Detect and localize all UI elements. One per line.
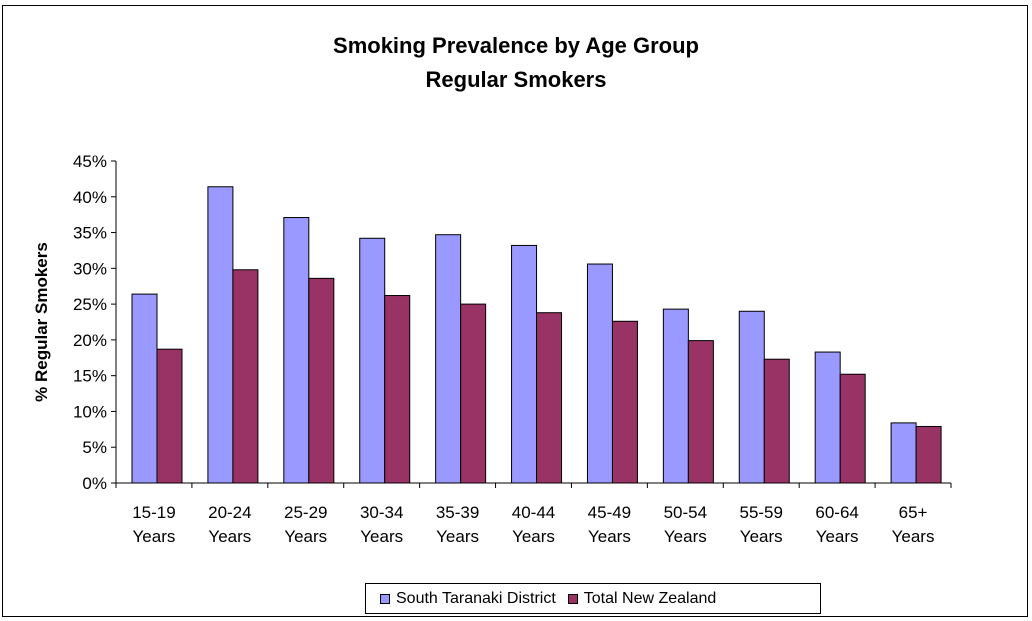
- y-tick-label: 45%: [73, 152, 107, 171]
- bar-south-taranaki: [435, 234, 462, 484]
- y-tick-label: 20%: [73, 331, 107, 350]
- legend-item-total-nz: Total New Zealand: [567, 589, 717, 608]
- legend: South Taranaki District Total New Zealan…: [365, 583, 821, 614]
- x-tick-label: 30-34 Years: [360, 503, 403, 546]
- chart-subtitle: Regular Smokers: [425, 67, 607, 92]
- legend-swatch-total-nz: [567, 593, 578, 604]
- bar-total-nz: [308, 277, 335, 484]
- x-tick-label-line: Years: [360, 527, 403, 546]
- y-tick-label: 10%: [73, 402, 107, 421]
- y-tick-label: 15%: [73, 367, 107, 386]
- x-tick-label-line: Years: [740, 527, 783, 546]
- x-tick-label-line: 15-19: [132, 503, 175, 522]
- x-tick-label-line: Years: [284, 527, 327, 546]
- legend-label-total-nz: Total New Zealand: [583, 589, 717, 607]
- x-tick-label: 65+ Years: [892, 503, 935, 546]
- x-tick-label-line: 35-39: [436, 503, 479, 522]
- y-tick-label: 35%: [73, 224, 107, 243]
- bar-south-taranaki: [586, 263, 613, 484]
- x-tick-label-line: 40-44: [512, 503, 555, 522]
- x-tick-label: 45-49 Years: [588, 503, 631, 546]
- legend-label-south-taranaki: South Taranaki District: [396, 589, 556, 607]
- legend-swatch-south-taranaki: [380, 593, 390, 604]
- bar-south-taranaki: [890, 422, 917, 484]
- chart-title: Smoking Prevalence by Age Group: [333, 33, 699, 58]
- bar-total-nz: [536, 312, 563, 484]
- x-tick-label-line: Years: [664, 527, 707, 546]
- bar-south-taranaki: [207, 186, 234, 484]
- x-tick-label-line: 50-54: [664, 503, 707, 522]
- bar-south-taranaki: [511, 244, 538, 484]
- x-tick-label: 25-29 Years: [284, 503, 327, 546]
- x-tick-label: 55-59 Years: [739, 503, 782, 546]
- x-tick-label-line: 30-34: [360, 503, 403, 522]
- x-tick-label-line: Years: [512, 527, 555, 546]
- bar-total-nz: [384, 295, 411, 484]
- y-axis-label: % Regular Smokers: [32, 242, 51, 402]
- x-tick-label-line: 25-29: [284, 503, 327, 522]
- bar-total-nz: [687, 340, 714, 484]
- y-tick-label: 40%: [73, 188, 107, 207]
- x-tick-label-line: 65+: [899, 503, 928, 522]
- bar-total-nz: [156, 348, 183, 484]
- legend-item-south-taranaki: South Taranaki District: [380, 590, 556, 608]
- x-tick-label-line: Years: [208, 527, 251, 546]
- x-tick-label-line: Years: [892, 527, 935, 546]
- x-tick-label-line: Years: [133, 527, 176, 546]
- x-tick-label: 40-44 Years: [512, 503, 555, 546]
- bar-south-taranaki: [131, 293, 158, 484]
- bar-total-nz: [915, 425, 942, 484]
- x-tick-label-line: Years: [588, 527, 631, 546]
- x-tick-label: 15-19 Years: [132, 503, 175, 546]
- bar-south-taranaki: [283, 217, 310, 484]
- x-tick-label: 20-24 Years: [208, 503, 251, 546]
- y-tick-label: 25%: [73, 295, 107, 314]
- bar-south-taranaki: [662, 308, 689, 484]
- bar-total-nz: [460, 303, 487, 484]
- bar-south-taranaki: [738, 310, 765, 484]
- x-tick-label: 50-54 Years: [664, 503, 707, 546]
- x-tick-label-line: Years: [816, 527, 859, 546]
- y-tick-label: 0%: [82, 474, 107, 493]
- x-tick-label-line: 20-24: [208, 503, 251, 522]
- x-tick-label-line: 60-64: [815, 503, 858, 522]
- bar-total-nz: [232, 269, 259, 484]
- bar-total-nz: [839, 373, 866, 484]
- y-tick-label: 30%: [73, 259, 107, 278]
- x-tick-label-line: 55-59: [739, 503, 782, 522]
- bar-total-nz: [763, 358, 790, 484]
- x-tick-label-line: Years: [436, 527, 479, 546]
- y-tick-label: 5%: [82, 438, 107, 457]
- x-tick-label: 60-64 Years: [815, 503, 858, 546]
- bar-south-taranaki: [359, 237, 386, 484]
- x-tick-label: 35-39 Years: [436, 503, 479, 546]
- bar-south-taranaki: [814, 351, 841, 484]
- bar-total-nz: [611, 320, 638, 484]
- x-tick-label-line: 45-49: [588, 503, 631, 522]
